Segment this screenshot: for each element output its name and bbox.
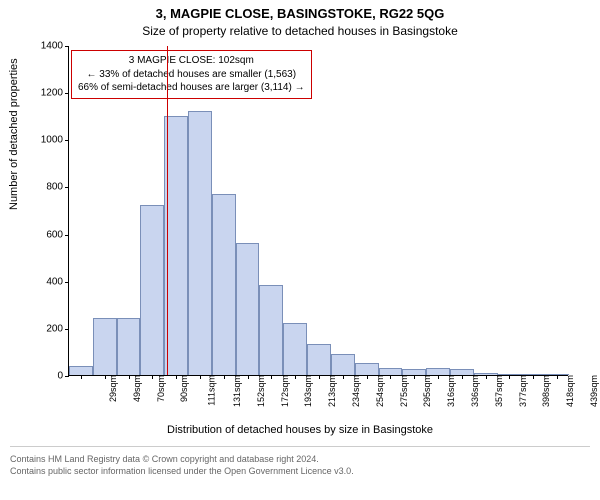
callout-line-1: 3 MAGPIE CLOSE: 102sqm — [78, 54, 305, 68]
x-tick-label: 131sqm — [230, 375, 242, 407]
histogram-bar — [259, 285, 283, 375]
x-tick-label: 377sqm — [516, 375, 528, 407]
x-tick-mark — [224, 375, 225, 379]
x-tick-label: 357sqm — [492, 375, 504, 407]
x-tick-label: 234sqm — [349, 375, 361, 407]
y-tick-mark — [65, 93, 69, 94]
y-tick-mark — [65, 282, 69, 283]
x-tick-label: 254sqm — [373, 375, 385, 407]
x-tick-label: 398sqm — [540, 375, 552, 407]
histogram-bar — [93, 318, 117, 375]
footer-line-1: Contains HM Land Registry data © Crown c… — [10, 453, 590, 465]
x-tick-mark — [486, 375, 487, 379]
x-tick-mark — [557, 375, 558, 379]
y-tick-mark — [65, 187, 69, 188]
x-tick-mark — [248, 375, 249, 379]
x-axis-label: Distribution of detached houses by size … — [0, 424, 600, 436]
title-sub: Size of property relative to detached ho… — [0, 24, 600, 38]
y-tick-mark — [65, 235, 69, 236]
x-tick-mark — [533, 375, 534, 379]
x-tick-label: 418sqm — [563, 375, 575, 407]
reference-line — [167, 46, 168, 375]
callout-line-3: 66% of semi-detached houses are larger (… — [78, 81, 305, 95]
x-tick-mark — [343, 375, 344, 379]
x-tick-mark — [390, 375, 391, 379]
histogram-bar — [355, 363, 379, 375]
footer: Contains HM Land Registry data © Crown c… — [10, 446, 590, 477]
x-tick-mark — [105, 375, 106, 379]
x-tick-mark — [81, 375, 82, 379]
callout-line-2: ← 33% of detached houses are smaller (1,… — [78, 68, 305, 82]
footer-line-2: Contains public sector information licen… — [10, 465, 590, 477]
y-tick-mark — [65, 376, 69, 377]
x-tick-mark — [367, 375, 368, 379]
x-tick-label: 152sqm — [254, 375, 266, 407]
x-tick-label: 295sqm — [420, 375, 432, 407]
histogram-bar — [379, 368, 403, 375]
x-tick-mark — [271, 375, 272, 379]
x-tick-mark — [509, 375, 510, 379]
histogram-bar — [426, 368, 450, 375]
x-tick-label: 316sqm — [444, 375, 456, 407]
x-tick-mark — [295, 375, 296, 379]
x-tick-mark — [414, 375, 415, 379]
histogram-bar — [331, 354, 355, 375]
x-tick-label: 49sqm — [130, 375, 142, 402]
x-tick-mark — [200, 375, 201, 379]
x-tick-label: 336sqm — [468, 375, 480, 407]
x-tick-label: 29sqm — [106, 375, 118, 402]
histogram-bar — [188, 111, 212, 375]
histogram-bar — [212, 194, 236, 376]
x-tick-mark — [176, 375, 177, 379]
callout-box: 3 MAGPIE CLOSE: 102sqm ← 33% of detached… — [71, 50, 312, 99]
histogram-bar — [236, 243, 260, 375]
y-tick-mark — [65, 46, 69, 47]
histogram-bar — [164, 116, 188, 375]
x-tick-label: 70sqm — [154, 375, 166, 402]
x-tick-mark — [438, 375, 439, 379]
y-axis-label: Number of detached properties — [8, 58, 20, 210]
histogram-bar — [69, 366, 93, 375]
title-main: 3, MAGPIE CLOSE, BASINGSTOKE, RG22 5QG — [0, 6, 600, 21]
plot-area: 3 MAGPIE CLOSE: 102sqm ← 33% of detached… — [68, 46, 568, 376]
x-tick-mark — [129, 375, 130, 379]
histogram-bar — [117, 318, 141, 375]
x-tick-label: 439sqm — [587, 375, 599, 407]
x-tick-label: 213sqm — [325, 375, 337, 407]
chart-container: 3, MAGPIE CLOSE, BASINGSTOKE, RG22 5QG S… — [0, 0, 600, 500]
x-tick-mark — [462, 375, 463, 379]
x-tick-label: 90sqm — [177, 375, 189, 402]
y-tick-mark — [65, 329, 69, 330]
x-tick-mark — [319, 375, 320, 379]
histogram-bar — [140, 205, 164, 375]
x-tick-label: 111sqm — [205, 375, 217, 406]
histogram-bar — [283, 323, 307, 375]
y-tick-mark — [65, 140, 69, 141]
x-tick-mark — [152, 375, 153, 379]
x-tick-label: 275sqm — [397, 375, 409, 407]
histogram-bar — [307, 344, 331, 375]
x-tick-label: 172sqm — [278, 375, 290, 407]
x-tick-label: 193sqm — [301, 375, 313, 407]
